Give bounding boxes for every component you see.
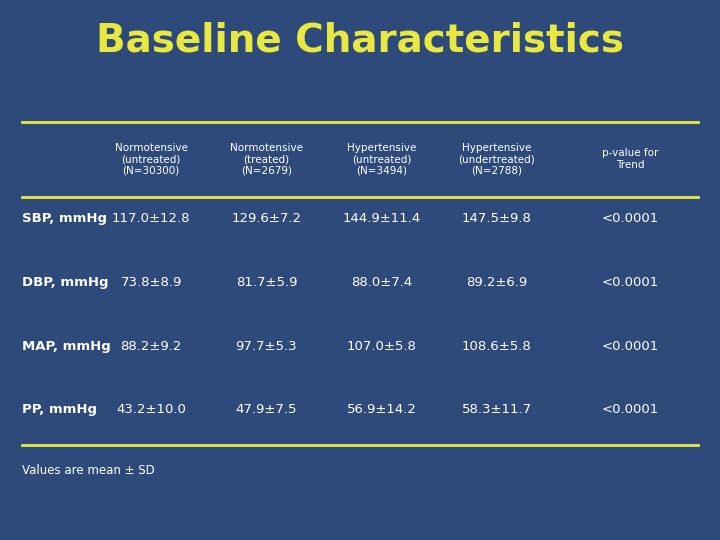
Text: Hypertensive
(undertreated)
(N=2788): Hypertensive (undertreated) (N=2788) bbox=[459, 143, 535, 176]
Text: SBP, mmHg: SBP, mmHg bbox=[22, 212, 107, 225]
Text: 147.5±9.8: 147.5±9.8 bbox=[462, 212, 532, 225]
Text: Normotensive
(untreated)
(N=30300): Normotensive (untreated) (N=30300) bbox=[114, 143, 188, 176]
Text: <0.0001: <0.0001 bbox=[601, 340, 659, 353]
Text: 107.0±5.8: 107.0±5.8 bbox=[346, 340, 417, 353]
Text: 47.9±7.5: 47.9±7.5 bbox=[235, 403, 297, 416]
Text: 97.7±5.3: 97.7±5.3 bbox=[235, 340, 297, 353]
Text: Values are mean ± SD: Values are mean ± SD bbox=[22, 464, 154, 477]
Text: DBP, mmHg: DBP, mmHg bbox=[22, 276, 108, 289]
Text: 81.7±5.9: 81.7±5.9 bbox=[235, 276, 297, 289]
Text: 88.2±9.2: 88.2±9.2 bbox=[120, 340, 182, 353]
Text: 117.0±12.8: 117.0±12.8 bbox=[112, 212, 191, 225]
Text: Hypertensive
(untreated)
(N=3494): Hypertensive (untreated) (N=3494) bbox=[347, 143, 416, 176]
Text: <0.0001: <0.0001 bbox=[601, 403, 659, 416]
Text: 88.0±7.4: 88.0±7.4 bbox=[351, 276, 413, 289]
Text: 56.9±14.2: 56.9±14.2 bbox=[346, 403, 417, 416]
Text: PP, mmHg: PP, mmHg bbox=[22, 403, 96, 416]
Text: p-value for
Trend: p-value for Trend bbox=[602, 148, 658, 170]
Text: 43.2±10.0: 43.2±10.0 bbox=[116, 403, 186, 416]
Text: 144.9±11.4: 144.9±11.4 bbox=[343, 212, 420, 225]
Text: <0.0001: <0.0001 bbox=[601, 276, 659, 289]
Text: 108.6±5.8: 108.6±5.8 bbox=[462, 340, 531, 353]
Text: 89.2±6.9: 89.2±6.9 bbox=[466, 276, 528, 289]
Text: <0.0001: <0.0001 bbox=[601, 212, 659, 225]
Text: Baseline Characteristics: Baseline Characteristics bbox=[96, 22, 624, 59]
Text: Normotensive
(treated)
(N=2679): Normotensive (treated) (N=2679) bbox=[230, 143, 303, 176]
Text: MAP, mmHg: MAP, mmHg bbox=[22, 340, 110, 353]
Text: 73.8±8.9: 73.8±8.9 bbox=[120, 276, 182, 289]
Text: 58.3±11.7: 58.3±11.7 bbox=[462, 403, 532, 416]
Text: 129.6±7.2: 129.6±7.2 bbox=[231, 212, 302, 225]
